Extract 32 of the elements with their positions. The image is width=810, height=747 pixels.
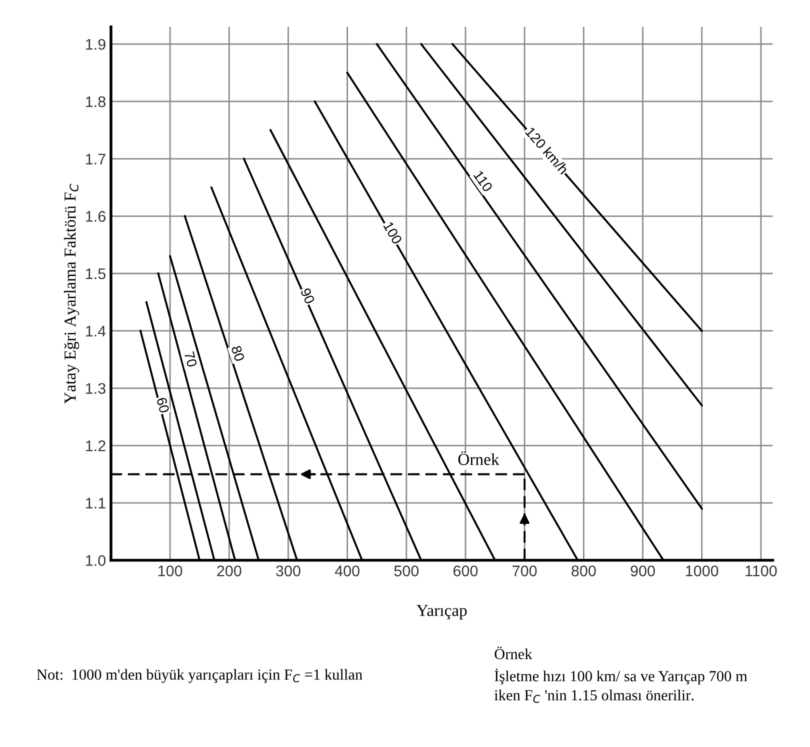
x-tick-label: 900 bbox=[630, 566, 655, 576]
annotation: Örnek bbox=[458, 451, 500, 466]
y-tick-label: 1.1 bbox=[86, 498, 106, 508]
y-tick-label: 1.3 bbox=[86, 383, 106, 394]
text: Örnek İşletme hızı 100 km/ sa ve Yarıçap 700 m iken F$_{C}$ 'nin 1.15 olması önerilir. bbox=[494, 646, 748, 703]
text: Not: 1000 m'den büyük yarıçapları için F$_{C}$ =1 kullan bbox=[36, 669, 362, 683]
annotation: 90 bbox=[300, 288, 316, 305]
x-tick-label: 200 bbox=[217, 566, 242, 576]
y-tick-label: 1.4 bbox=[86, 326, 106, 336]
x-tick-label: 700 bbox=[512, 566, 537, 576]
x-tick-label: 300 bbox=[276, 566, 300, 576]
y-tick-label: 1.8 bbox=[86, 96, 106, 108]
x-tick-label: 500 bbox=[394, 566, 419, 576]
y-tick-label: 1.9 bbox=[86, 38, 106, 50]
annotation: 60 bbox=[156, 397, 170, 414]
annotation: 70 bbox=[184, 351, 198, 368]
x-axis-title: Yarıçap bbox=[416, 605, 467, 620]
x-tick-label: 800 bbox=[572, 566, 596, 576]
y-tick-label: 1.0 bbox=[86, 555, 106, 566]
y-tick-label: 1.7 bbox=[86, 154, 106, 164]
y-axis-title: Yatay Eğri Ayarlama Faktörü F$_{C}$ bbox=[64, 184, 80, 404]
y-tick-label: 1.5 bbox=[86, 268, 106, 280]
y-tick-label: 1.6 bbox=[86, 211, 106, 222]
y-tick-label: 1.2 bbox=[86, 440, 106, 452]
x-tick-label: 400 bbox=[334, 566, 360, 576]
x-tick-label: 1000 bbox=[686, 566, 718, 576]
annotation: 80 bbox=[231, 345, 245, 362]
x-tick-label: 600 bbox=[454, 566, 478, 576]
x-tick-label: 1100 bbox=[746, 566, 777, 576]
x-tick-label: 100 bbox=[158, 566, 182, 576]
annotation: 110 bbox=[473, 170, 494, 193]
annotation: 100 bbox=[383, 221, 402, 245]
